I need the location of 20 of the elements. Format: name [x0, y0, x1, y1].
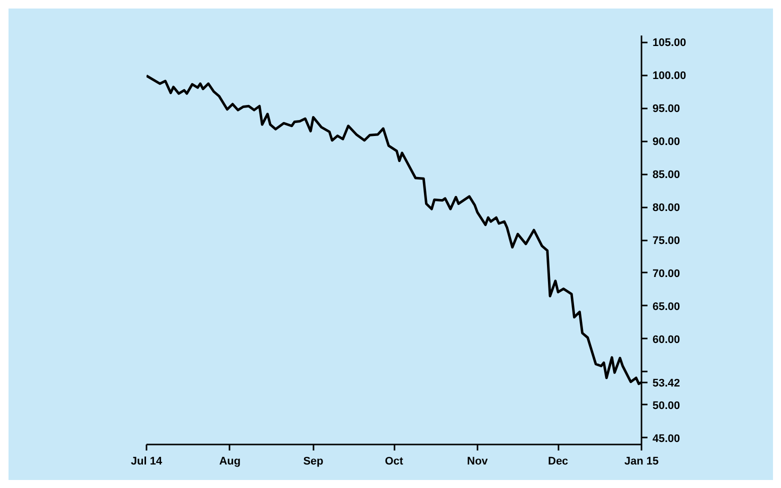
x-tick-label: Dec	[548, 456, 568, 468]
y-tick-label: 90.00	[652, 136, 680, 148]
y-tick-label: 105.00	[652, 37, 686, 50]
y-tick-label: 80.00	[652, 202, 680, 214]
y-tick-label: 70.00	[652, 268, 680, 280]
x-tick-label: Jan 15	[624, 456, 659, 468]
y-tick-label: 100.00	[652, 70, 686, 82]
x-tick-label: Jul 14	[130, 456, 163, 468]
x-tick-label: Oct	[384, 456, 404, 468]
x-tick-label: Aug	[219, 456, 241, 468]
y-tick-label: 65.00	[652, 300, 680, 313]
x-tick-label: Nov	[467, 456, 489, 468]
y-tick-label: 45.00	[652, 432, 680, 445]
y-tick-label: 85.00	[652, 169, 680, 182]
x-tick-label: Sep	[303, 456, 324, 468]
y-tick-label: 95.00	[652, 103, 680, 116]
y-tick-label: 53.42	[652, 377, 680, 390]
y-tick-label: 75.00	[652, 235, 680, 247]
y-tick-label: 50.00	[652, 400, 680, 412]
y-tick-label: 60.00	[652, 334, 680, 346]
